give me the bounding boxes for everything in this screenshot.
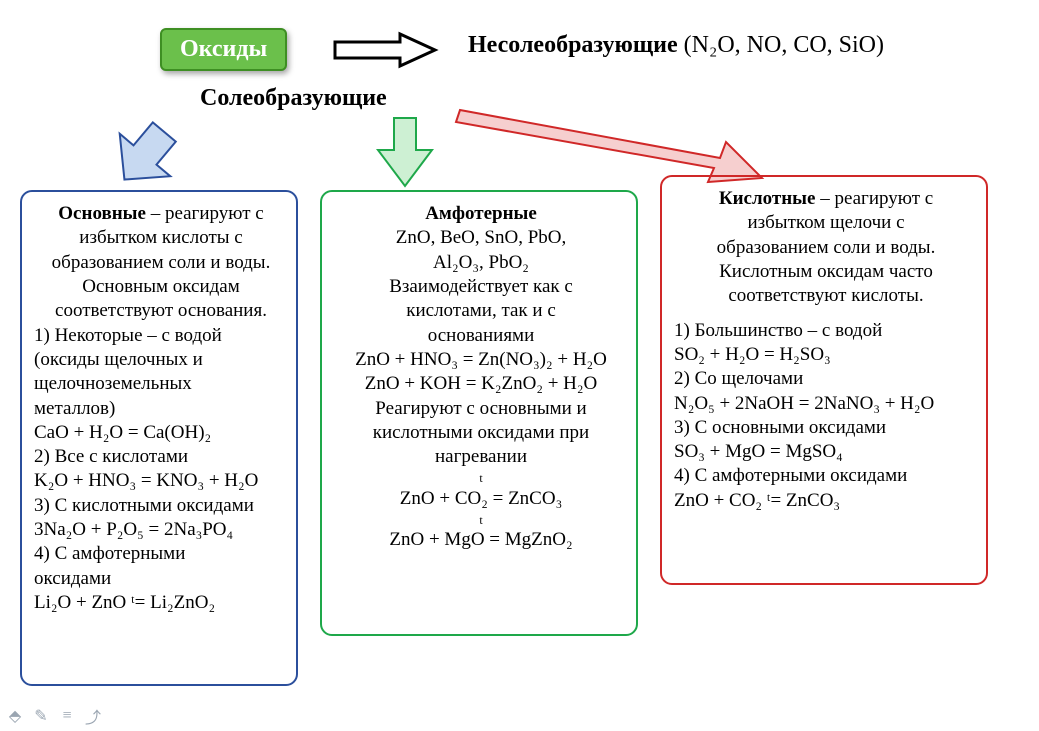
amph-eq2: ZnO + MgO = MgZnO₂	[334, 528, 628, 552]
acidic-line: 4) С амфотерными оксидами	[674, 464, 978, 488]
acidic-line: 3) С основными оксидами	[674, 416, 978, 440]
acidic-title: Кислотные	[719, 188, 816, 209]
basic-line: 1) Некоторые – с водой	[34, 324, 288, 348]
acidic-line: SO₂ + H₂O = H₂SO₃	[674, 343, 978, 367]
amph-line: кислотными оксидами при	[334, 421, 628, 445]
basic-line: (оксиды щелочных и	[34, 348, 288, 372]
basic-line: Основным оксидам	[34, 275, 288, 299]
non-salt-bold: Несолеобразующие	[468, 32, 678, 58]
amph-line: нагревании	[334, 445, 628, 469]
basic-line: K₂O + HNO₃ = KNO₃ + H₂O	[34, 469, 288, 493]
acidic-line: образованием соли и воды.	[674, 236, 978, 260]
amph-line: ZnO, BeO, SnO, PbO,	[334, 226, 628, 250]
basic-line: металлов)	[34, 397, 288, 421]
menu-icon[interactable]: ≡	[58, 707, 76, 725]
basic-line: оксидами	[34, 567, 288, 591]
basic-line: 4) С амфотерными	[34, 542, 288, 566]
basic-eq-t: Li₂O + ZnO ᵗ= Li₂ZnO₂	[34, 591, 288, 615]
amph-line: Реагируют с основными и	[334, 397, 628, 421]
edit-icon[interactable]: ✎	[32, 707, 50, 725]
basic-line: 3) С кислотными оксидами	[34, 494, 288, 518]
acidic-line: SO₃ + MgO = MgSO₄	[674, 440, 978, 464]
arrow-down-icon	[370, 112, 440, 192]
arrow-right-icon	[330, 30, 440, 70]
amph-eq1: ZnO + CO₂ = ZnCO₃	[334, 487, 628, 511]
amph-line: ZnO + HNO₃ = Zn(NO₃)₂ + H₂O	[334, 348, 628, 372]
amphoteric-title: Амфотерные	[425, 203, 537, 224]
nav-prev-icon[interactable]: ⬘	[6, 707, 24, 725]
arrow-down-left-icon	[100, 115, 190, 195]
basic-oxides-panel: Основные – реагируют с избытком кислоты …	[20, 190, 298, 686]
salt-forming-label: Солеобразующие	[200, 85, 387, 112]
amphoteric-oxides-panel: Амфотерные ZnO, BeO, SnO, PbO, Al₂O₃, Pb…	[320, 190, 638, 636]
basic-line: 2) Все с кислотами	[34, 445, 288, 469]
basic-line: образованием соли и воды.	[34, 251, 288, 275]
acidic-oxides-panel: Кислотные – реагируют с избытком щелочи …	[660, 175, 988, 585]
basic-title-rest: – реагируют с	[146, 203, 264, 224]
oxides-badge: Оксиды	[160, 28, 287, 71]
footer-toolbar: ⬘ ✎ ≡ ⤴	[6, 707, 102, 725]
acidic-line: избытком щелочи с	[674, 211, 978, 235]
amph-line: Al₂O₃, PbO₂	[334, 251, 628, 275]
basic-line: щелочноземельных	[34, 372, 288, 396]
acidic-line: Кислотным оксидам часто	[674, 260, 978, 284]
acidic-title-rest: – реагируют с	[815, 188, 933, 209]
acidic-eq-t: ZnO + CO₂ ᵗ= ZnCO₃	[674, 489, 978, 513]
non-salt-rest: (N₂O, NO, CO, SiO)	[678, 32, 884, 58]
non-salt-forming-label: Несолеобразующие (N₂O, NO, CO, SiO)	[468, 32, 884, 59]
amph-t2: t	[334, 513, 628, 528]
amph-line: кислотами, так и с	[334, 299, 628, 323]
share-icon[interactable]: ⤴	[84, 707, 102, 725]
amph-line: Взаимодействует как с	[334, 275, 628, 299]
acidic-line: соответствуют кислоты.	[674, 284, 978, 308]
acidic-line: 1) Большинство – с водой	[674, 319, 978, 343]
basic-line: избытком кислоты с	[34, 226, 288, 250]
basic-line: 3Na₂O + P₂O₅ = 2Na₃PO₄	[34, 518, 288, 542]
basic-title: Основные	[58, 203, 146, 224]
amph-line: основаниями	[334, 324, 628, 348]
amph-line: ZnO + KOH = K₂ZnO₂ + H₂O	[334, 372, 628, 396]
basic-line: соответствуют основания.	[34, 299, 288, 323]
acidic-line: N₂O₅ + 2NaOH = 2NaNO₃ + H₂O	[674, 392, 978, 416]
amph-t1: t	[334, 471, 628, 486]
acidic-line: 2) Со щелочами	[674, 367, 978, 391]
basic-line: CaO + H₂O = Ca(OH)₂	[34, 421, 288, 445]
